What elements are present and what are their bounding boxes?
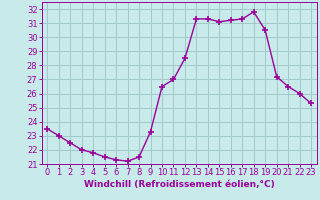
X-axis label: Windchill (Refroidissement éolien,°C): Windchill (Refroidissement éolien,°C)	[84, 180, 275, 189]
